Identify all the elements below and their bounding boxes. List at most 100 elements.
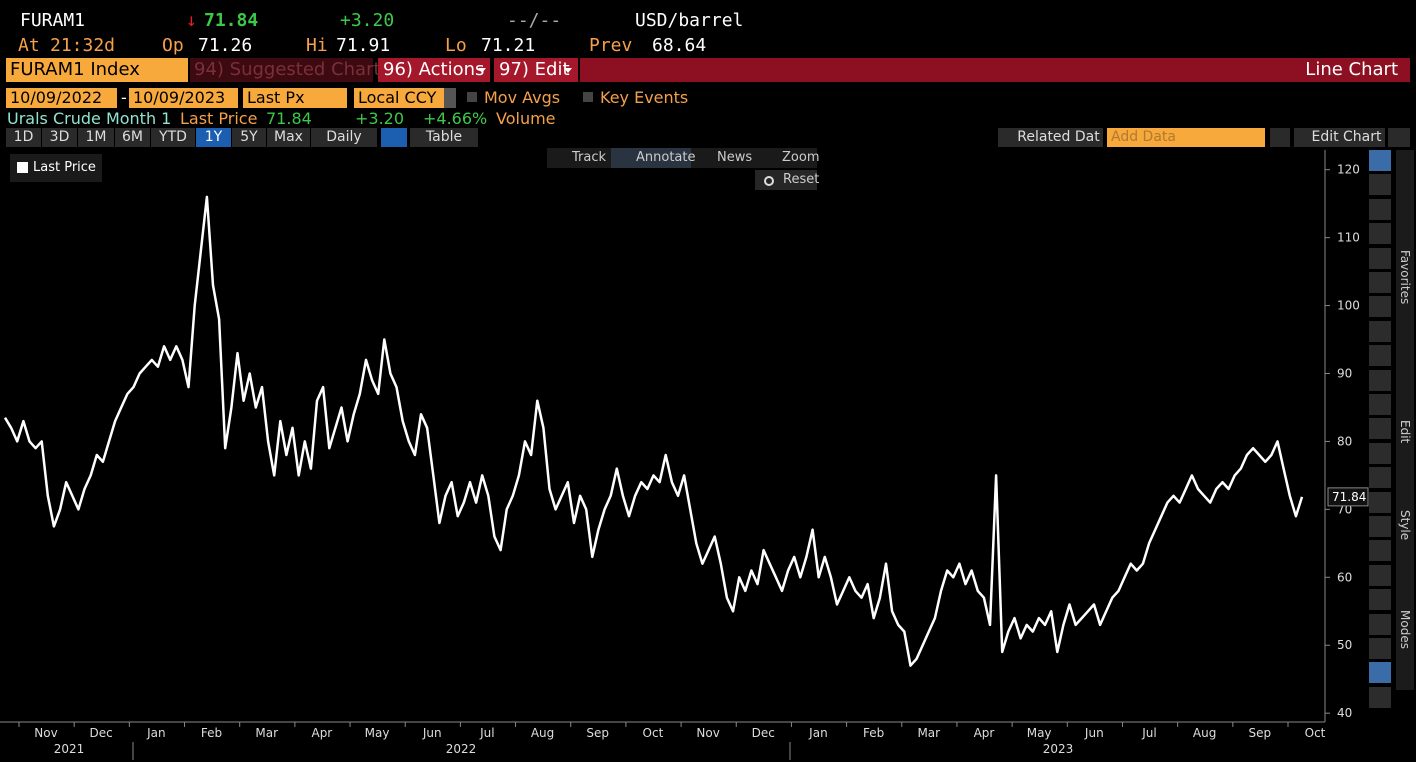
tool-button[interactable]: News xyxy=(717,150,753,165)
tool-icon[interactable] xyxy=(1369,150,1391,171)
x-tick-label: Aug xyxy=(1193,726,1216,740)
tool-icon[interactable] xyxy=(1369,564,1391,586)
tool-icon[interactable] xyxy=(1369,296,1391,318)
tool-icon[interactable] xyxy=(1369,540,1391,562)
tool-icon[interactable] xyxy=(1369,686,1391,708)
tool-button[interactable]: Track xyxy=(572,150,607,165)
last-value-label: 71.84 xyxy=(1332,490,1366,504)
tool-icon[interactable] xyxy=(1369,247,1391,269)
prev-label: Prev xyxy=(589,35,633,56)
tool-icon[interactable] xyxy=(1369,198,1391,220)
x-tick-label: Feb xyxy=(201,726,222,740)
x-tick-label: Aug xyxy=(531,726,554,740)
key-events[interactable]: Key Events xyxy=(600,88,689,107)
x-tick-label: Jun xyxy=(1084,726,1104,740)
x-tick-label: Dec xyxy=(752,726,775,740)
open-label: Op xyxy=(162,35,184,56)
dropdown-button[interactable] xyxy=(444,88,456,108)
collapse-button[interactable] xyxy=(1270,128,1290,147)
tool-button[interactable]: Annotate xyxy=(611,148,695,168)
x-tick-label: Nov xyxy=(34,726,57,740)
at-time: 21:32d xyxy=(50,35,116,56)
period-button[interactable]: YTD xyxy=(151,128,195,147)
tool-icon[interactable] xyxy=(1369,442,1391,464)
period-button[interactable]: 3D xyxy=(42,128,77,147)
frequency-select[interactable]: Daily xyxy=(311,128,377,147)
x-tick-label: Mar xyxy=(255,726,278,740)
settings-button[interactable] xyxy=(1388,128,1410,147)
last-value-badge xyxy=(1327,487,1369,507)
edit-menu[interactable]: 97) Edit xyxy=(494,58,578,82)
end-date[interactable]: 10/09/2023 xyxy=(129,88,238,108)
checkbox[interactable] xyxy=(583,92,593,102)
x-tick-label: Apr xyxy=(311,726,332,740)
y-tick-label: 110 xyxy=(1337,231,1360,245)
period-button[interactable]: 1Y xyxy=(196,128,231,147)
direction-arrow: ↓ xyxy=(186,10,197,31)
x-tick-label: Jan xyxy=(146,726,166,740)
low-label: Lo xyxy=(445,35,467,56)
checkbox[interactable] xyxy=(467,92,477,102)
x-tick-label: Jun xyxy=(422,726,442,740)
high-value: 71.91 xyxy=(336,35,391,56)
currency-select[interactable]: Local CCY xyxy=(354,88,444,108)
suggested-charts[interactable]: 94) Suggested Charts xyxy=(190,58,390,82)
security-field[interactable]: FURAM1 Index xyxy=(6,58,188,82)
period-button[interactable]: 1D xyxy=(6,128,41,147)
tool-icon[interactable] xyxy=(1369,320,1391,342)
edit-chart[interactable]: Edit Chart xyxy=(1294,128,1385,147)
x-tick-label: May xyxy=(1027,726,1052,740)
tool-icon[interactable] xyxy=(1369,394,1391,415)
period-button[interactable]: 5Y xyxy=(232,128,266,147)
period-button[interactable]: Max xyxy=(267,128,310,147)
chart-mode: Line Chart xyxy=(1305,59,1398,80)
tool-button[interactable]: Zoom xyxy=(782,150,820,165)
period-button[interactable]: 1M xyxy=(78,128,114,147)
mov-avgs[interactable]: Mov Avgs xyxy=(484,88,561,107)
legend-swatch xyxy=(17,162,28,173)
tool-icon[interactable] xyxy=(1369,491,1391,513)
actions-menu[interactable]: 96) Actions xyxy=(378,58,490,82)
start-date[interactable]: 10/09/2022 xyxy=(6,88,117,108)
tool-icon[interactable] xyxy=(1369,589,1391,611)
y-tick-label: 40 xyxy=(1337,706,1352,720)
tool-icon[interactable] xyxy=(1369,418,1391,440)
add-data-input[interactable]: Add Data xyxy=(1107,128,1265,147)
related-data[interactable]: Related Dat xyxy=(998,128,1103,147)
year-label: 2022 xyxy=(446,742,477,756)
field-select[interactable]: Last Px xyxy=(243,88,347,108)
tool-icon[interactable] xyxy=(1369,369,1391,391)
series-last: 71.84 xyxy=(266,109,312,128)
side-tab[interactable]: Modes xyxy=(1398,610,1412,649)
tool-icon[interactable] xyxy=(1369,516,1391,537)
tool-icon[interactable] xyxy=(1369,174,1391,196)
tool-icon[interactable] xyxy=(1369,345,1391,367)
side-tab[interactable]: Edit xyxy=(1398,420,1412,444)
dropdown-arrow xyxy=(478,68,486,77)
net-change: +3.20 xyxy=(340,10,395,31)
series-field: Last Price xyxy=(180,109,258,128)
x-tick-label: Oct xyxy=(643,726,664,740)
tool-icon[interactable] xyxy=(1369,613,1391,635)
x-tick-label: Sep xyxy=(1249,726,1272,740)
y-tick-label: 120 xyxy=(1337,163,1360,177)
dropdown-arrow xyxy=(564,68,572,77)
x-tick-label: May xyxy=(365,726,390,740)
side-tab[interactable]: Style xyxy=(1398,510,1412,541)
tool-icon[interactable] xyxy=(1369,638,1391,659)
chart-type-button[interactable] xyxy=(381,128,407,147)
x-tick-label: Dec xyxy=(90,726,113,740)
side-tab[interactable]: Favorites xyxy=(1398,250,1412,305)
x-tick-label: Apr xyxy=(974,726,995,740)
tool-icon[interactable] xyxy=(1369,272,1391,293)
tool-icon[interactable] xyxy=(1369,662,1391,684)
tool-icon[interactable] xyxy=(1369,467,1391,489)
year-label: 2021 xyxy=(54,742,85,756)
period-button[interactable]: 6M xyxy=(115,128,150,147)
table-button[interactable]: Table xyxy=(410,128,478,147)
x-tick-label: Jan xyxy=(808,726,828,740)
tool-icon[interactable] xyxy=(1369,223,1391,245)
prev-value: 68.64 xyxy=(652,35,707,56)
